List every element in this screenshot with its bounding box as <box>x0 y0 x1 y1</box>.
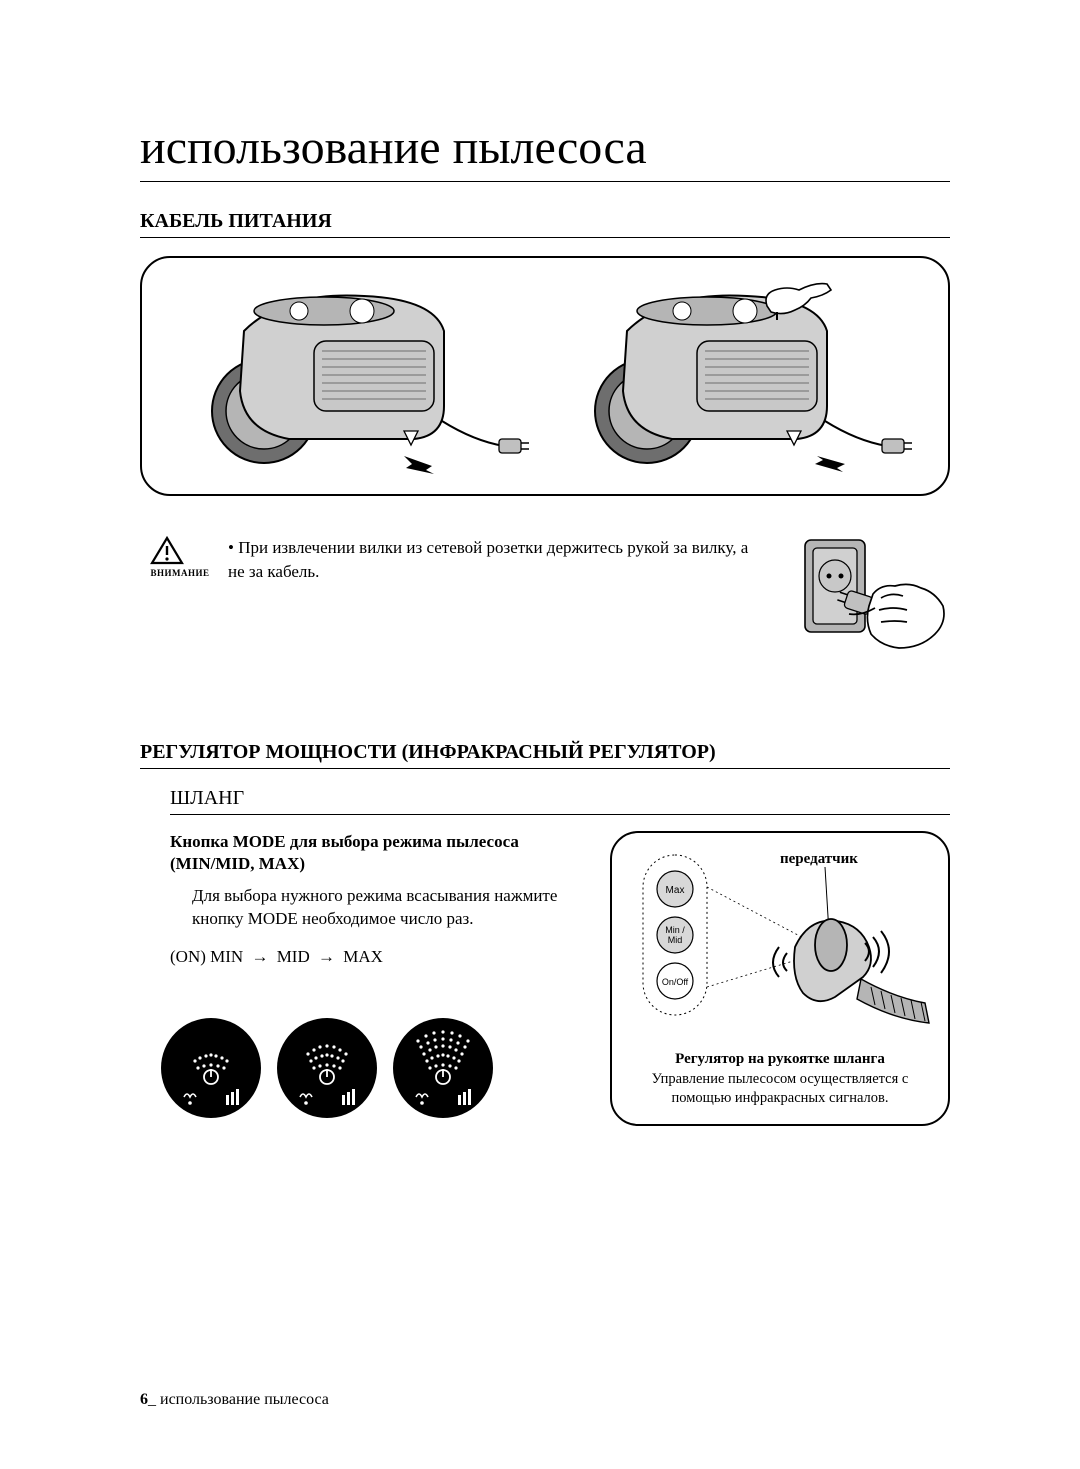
page-number: 6 <box>140 1391 148 1408</box>
warning-icon-col: ВНИМАНИЕ <box>150 536 210 578</box>
led-circle-max <box>392 1017 494 1119</box>
seq-max: MAX <box>343 947 383 966</box>
remote-handle-illustration: Max Min / Mid On/Off передатчик <box>625 847 935 1037</box>
btn-onoff-label: On/Off <box>662 977 689 987</box>
led-indicator-row <box>160 1017 590 1119</box>
mode-desc: Для выбора нужного режима всасывания наж… <box>192 885 590 931</box>
page-footer: 6_ использование пылесоса <box>140 1391 329 1409</box>
mode-sequence: (ON) MIN → MID → MAX <box>170 947 590 967</box>
arrow-right-icon: → <box>318 947 335 967</box>
arrow-right-icon: → <box>251 947 268 967</box>
mode-text-column: Кнопка MODE для выбора режима пылесоса (… <box>170 831 590 1126</box>
control-desc: Управление пылесосом осуществляется с по… <box>624 1070 936 1108</box>
mode-title-line1: Кнопка MODE для выбора режима пылесоса <box>170 832 519 851</box>
figure-power-cable <box>140 256 950 496</box>
footer-text: использование пылесоса <box>156 1391 329 1408</box>
led-circle-min <box>160 1017 262 1119</box>
heading-power-cable: КАБЕЛЬ ПИТАНИЯ <box>140 210 950 238</box>
footer-sep: _ <box>148 1391 156 1408</box>
warning-row: ВНИМАНИЕ • При извлечении вилки из сетев… <box>150 536 950 661</box>
btn-mid-label-l2: Mid <box>668 935 683 945</box>
heading-power-regulator: РЕГУЛЯТОР МОЩНОСТИ (ИНФРАКРАСНЫЙ РЕГУЛЯТ… <box>140 741 950 769</box>
warning-text-content: При извлечении вилки из сетевой розетки … <box>228 538 748 581</box>
bullet-icon: • <box>228 538 238 557</box>
led-circle-mid <box>276 1017 378 1119</box>
vacuum-cord-in-illustration <box>557 271 917 481</box>
btn-mid-label-l1: Min / <box>665 925 685 935</box>
btn-max-label: Max <box>666 885 685 896</box>
page-title: использование пылесоса <box>140 120 950 182</box>
transmitter-label: передатчик <box>780 851 858 867</box>
warning-text: • При извлечении вилки из сетевой розетк… <box>228 536 777 584</box>
socket-hand-illustration <box>795 536 950 661</box>
control-caption: Регулятор на рукоятке шланга <box>624 1051 936 1068</box>
seq-on-min: (ON) MIN <box>170 947 243 966</box>
control-box: Max Min / Mid On/Off передатчик <box>610 831 950 1126</box>
subheading-hose: ШЛАНГ <box>170 787 950 815</box>
seq-mid: MID <box>277 947 310 966</box>
mode-title: Кнопка MODE для выбора режима пылесоса (… <box>170 831 590 875</box>
warning-label: ВНИМАНИЕ <box>150 568 210 578</box>
warning-triangle-icon <box>150 536 184 566</box>
mode-title-line2: (MIN/MID, MAX) <box>170 854 305 873</box>
vacuum-cord-out-illustration <box>174 271 534 481</box>
